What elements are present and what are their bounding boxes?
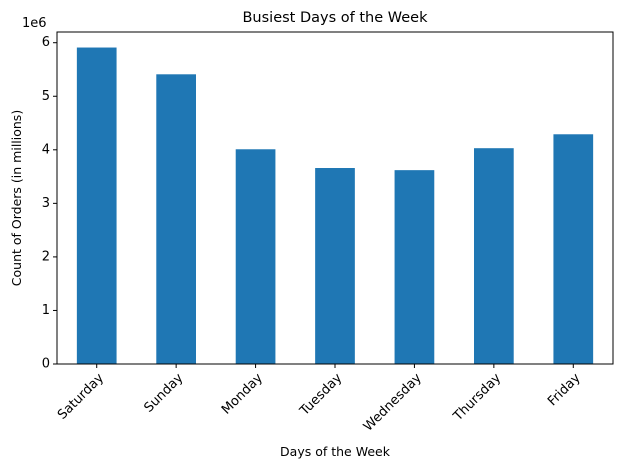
bar-sunday bbox=[156, 74, 196, 365]
y-tick-label: 0 bbox=[42, 357, 50, 372]
x-tick-label: Friday bbox=[545, 370, 584, 409]
x-tick-label: Tuesday bbox=[297, 370, 346, 419]
bar-wednesday bbox=[394, 170, 435, 364]
bar-tuesday bbox=[315, 168, 355, 364]
chart-title: Busiest Days of the Week bbox=[242, 10, 428, 26]
x-tick-label: Wednesday bbox=[361, 370, 425, 434]
x-axis-label: Days of the Week bbox=[280, 444, 391, 459]
y-tick-label: 3 bbox=[42, 196, 50, 211]
x-tick-label: Saturday bbox=[55, 370, 107, 422]
y-tick-label: 1 bbox=[42, 303, 50, 318]
y-tick-label: 6 bbox=[42, 35, 50, 50]
x-tick-label: Monday bbox=[219, 370, 266, 417]
bar-thursday bbox=[474, 148, 514, 364]
y-axis-label: Count of Orders (in millions) bbox=[9, 110, 24, 286]
bar-monday bbox=[235, 149, 276, 364]
y-tick-label: 5 bbox=[42, 89, 50, 104]
bar-saturday bbox=[76, 47, 117, 364]
y-axis-ticks: 0 1 2 3 4 5 6 bbox=[42, 35, 57, 372]
x-axis-ticks: Saturday Sunday Monday Tuesday Wednesday Thur… bbox=[55, 364, 584, 435]
y-tick-label: 2 bbox=[42, 249, 50, 264]
y-tick-label: 4 bbox=[42, 142, 50, 157]
x-tick-label: Thursday bbox=[450, 370, 504, 424]
bars-group bbox=[76, 47, 594, 365]
y-axis-offset-label: 1e6 bbox=[22, 16, 47, 31]
x-tick-label: Sunday bbox=[141, 370, 186, 415]
plot-frame bbox=[56, 31, 614, 365]
bar-friday bbox=[553, 134, 594, 364]
